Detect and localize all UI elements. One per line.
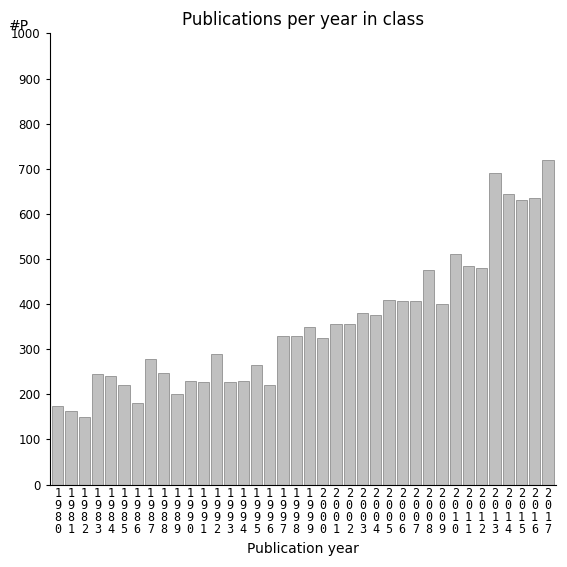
Bar [225, 382, 235, 485]
Bar [317, 338, 328, 485]
Y-axis label: #P: #P [9, 19, 29, 33]
Bar [238, 381, 249, 485]
Bar [450, 255, 461, 485]
Bar [304, 327, 315, 485]
Bar [516, 200, 527, 485]
Bar [463, 266, 474, 485]
Bar [383, 299, 395, 485]
Bar [211, 354, 222, 485]
Bar [132, 403, 143, 485]
Bar [344, 324, 355, 485]
Bar [529, 198, 540, 485]
Bar [185, 381, 196, 485]
Bar [277, 336, 289, 485]
Bar [52, 405, 64, 485]
Bar [290, 336, 302, 485]
Bar [331, 324, 341, 485]
Bar [423, 270, 434, 485]
Bar [92, 374, 103, 485]
Bar [171, 394, 183, 485]
Title: Publications per year in class: Publications per year in class [182, 11, 424, 29]
Bar [476, 268, 487, 485]
Bar [370, 315, 382, 485]
Bar [542, 160, 553, 485]
Bar [264, 386, 276, 485]
Bar [357, 313, 368, 485]
Bar [410, 301, 421, 485]
Bar [79, 417, 90, 485]
Bar [65, 411, 77, 485]
Bar [105, 376, 116, 485]
Bar [502, 193, 514, 485]
Bar [437, 304, 447, 485]
Bar [198, 382, 209, 485]
Bar [119, 386, 130, 485]
Bar [489, 174, 501, 485]
Bar [145, 359, 156, 485]
Bar [251, 365, 262, 485]
X-axis label: Publication year: Publication year [247, 542, 359, 556]
Bar [158, 373, 170, 485]
Bar [396, 301, 408, 485]
